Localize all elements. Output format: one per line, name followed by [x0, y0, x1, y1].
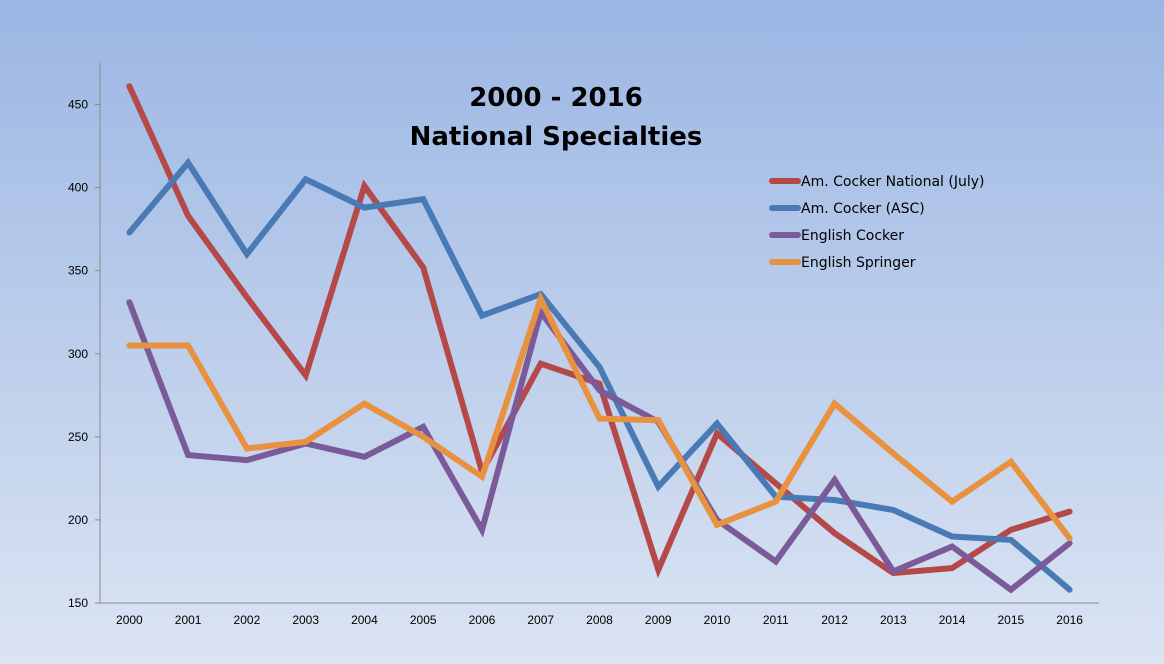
chart-title-line-1: 2000 - 2016 [469, 83, 643, 113]
x-tick-label: 2005 [410, 613, 437, 627]
x-tick-label: 2016 [1056, 613, 1083, 627]
x-tick-label: 2009 [645, 613, 672, 627]
x-tick-label: 2007 [527, 613, 554, 627]
x-tick-label: 2010 [704, 613, 731, 627]
y-tick-label: 200 [68, 513, 88, 527]
x-tick-label: 2012 [821, 613, 848, 627]
x-tick-label: 2011 [763, 613, 789, 627]
y-tick-label: 400 [68, 181, 88, 195]
x-tick-labels: 2000 2001 2002 2003 2004 2005 2006 2007 2008 2009… [116, 613, 1083, 627]
legend-label: English Springer [801, 255, 916, 271]
x-tick-label: 2004 [351, 613, 378, 627]
x-tick-label: 2006 [469, 613, 496, 627]
y-tick-label: 350 [68, 264, 88, 278]
legend-label: English Cocker [801, 228, 904, 244]
axes [99, 63, 1099, 604]
legend-label: Am. Cocker (ASC) [801, 201, 925, 217]
legend-label: Am. Cocker National (July) [801, 174, 984, 190]
y-tick-label: 450 [68, 98, 88, 112]
series-line-3 [126, 299, 1073, 594]
y-tick-label: 300 [68, 347, 88, 361]
y-tick-label: 250 [68, 430, 88, 444]
legend: Am. Cocker National (July) Am. Cocker (AS… [769, 174, 984, 271]
series-line-2 [126, 157, 1073, 593]
x-tick-label: 2000 [116, 613, 143, 627]
y-tick-labels: 150 200 250 300 350 400 450 [68, 98, 100, 610]
y-tick-label: 150 [68, 596, 88, 610]
x-tick-label: 2014 [939, 613, 966, 627]
series-line-4 [126, 290, 1073, 542]
x-tick-label: 2002 [234, 613, 261, 627]
series-lines [126, 83, 1073, 594]
x-tick-label: 2008 [586, 613, 613, 627]
x-tick-label: 2003 [292, 613, 319, 627]
chart-title-line-2: National Specialties [410, 122, 703, 152]
series-line-1 [126, 83, 1073, 579]
x-tick-label: 2015 [998, 613, 1025, 627]
x-tick-label: 2013 [880, 613, 907, 627]
x-tick-label: 2001 [175, 613, 202, 627]
